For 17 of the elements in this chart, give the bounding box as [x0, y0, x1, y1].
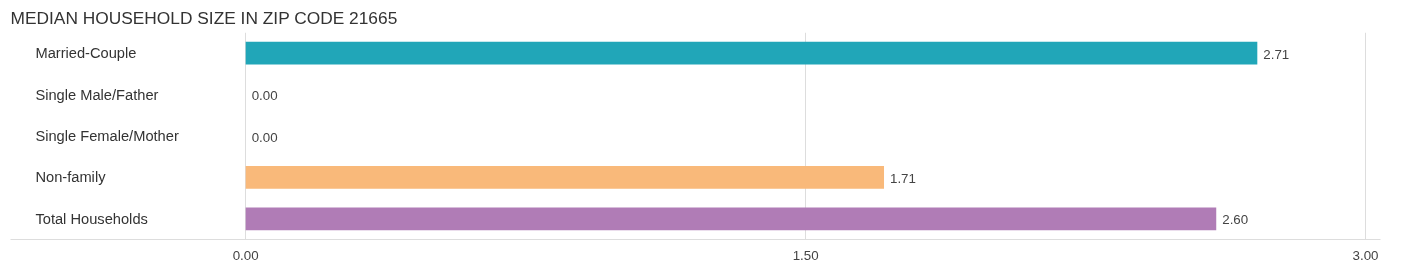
bar — [245, 166, 885, 189]
bar — [245, 41, 1258, 65]
y-tick-label: Married-Couple — [35, 45, 137, 62]
data-label: 2.71 — [1263, 46, 1290, 62]
y-tick-label: Total Households — [35, 210, 148, 227]
bar — [245, 207, 1217, 231]
y-tick-label: Single Female/Mother — [35, 128, 179, 144]
data-label: 0.00 — [251, 129, 278, 145]
y-tick-label: Single Male/Father — [35, 86, 159, 103]
y-tick-label: Non-family — [35, 169, 107, 186]
x-tick-label: 3.00 — [1352, 247, 1379, 263]
chart-title: MEDIAN HOUSEHOLD SIZE IN ZIP CODE 21665 — [10, 7, 398, 28]
data-label: 0.00 — [251, 88, 278, 104]
x-tick-label: 0.00 — [232, 247, 259, 263]
x-tick-label: 1.50 — [792, 247, 819, 263]
data-label: 2.60 — [1222, 212, 1249, 228]
data-label: 1.71 — [890, 170, 916, 186]
